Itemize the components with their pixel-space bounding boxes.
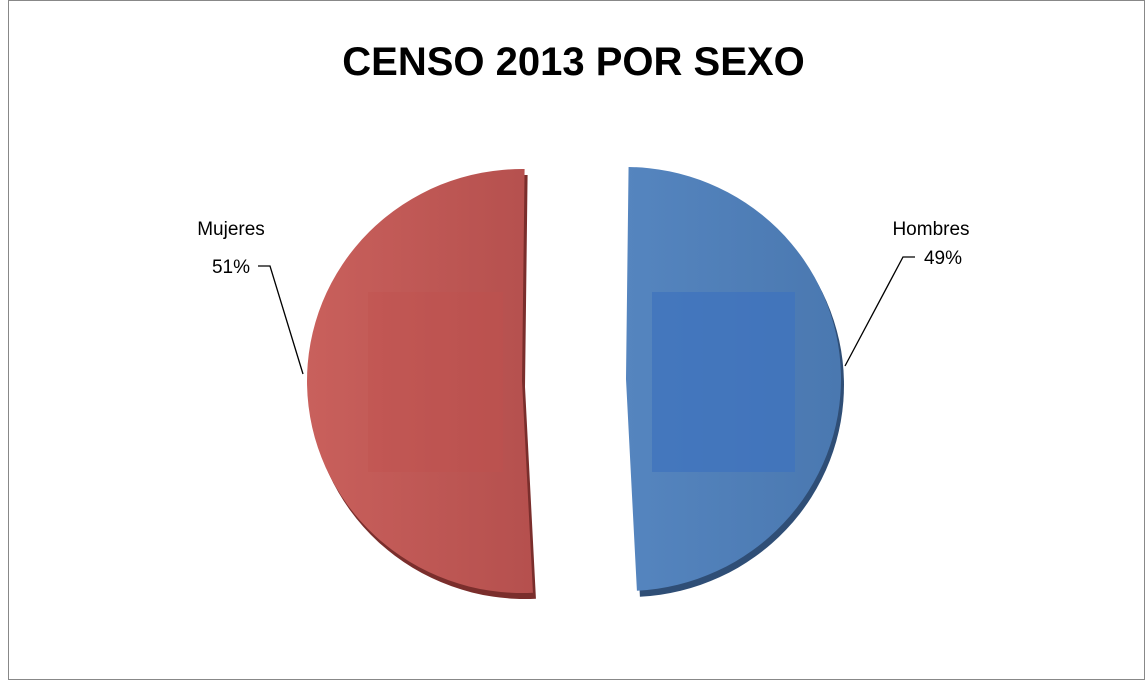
pie-slice-mujeres[interactable] xyxy=(307,169,533,594)
leader-line-hombres xyxy=(844,256,915,367)
pie-slice-highlight-hombres xyxy=(652,292,795,472)
chart-title: CENSO 2013 POR SEXO xyxy=(342,40,805,84)
data-label-mujeres-value: 51% xyxy=(212,257,250,278)
leader-line-mujeres xyxy=(258,265,304,375)
pie-slice-highlight-mujeres xyxy=(368,292,503,472)
data-label-hombres-name: Hombres xyxy=(892,219,969,240)
data-label-hombres-value: 49% xyxy=(924,248,962,269)
data-label-mujeres-name: Mujeres xyxy=(197,219,265,240)
chart-area xyxy=(8,0,1145,680)
